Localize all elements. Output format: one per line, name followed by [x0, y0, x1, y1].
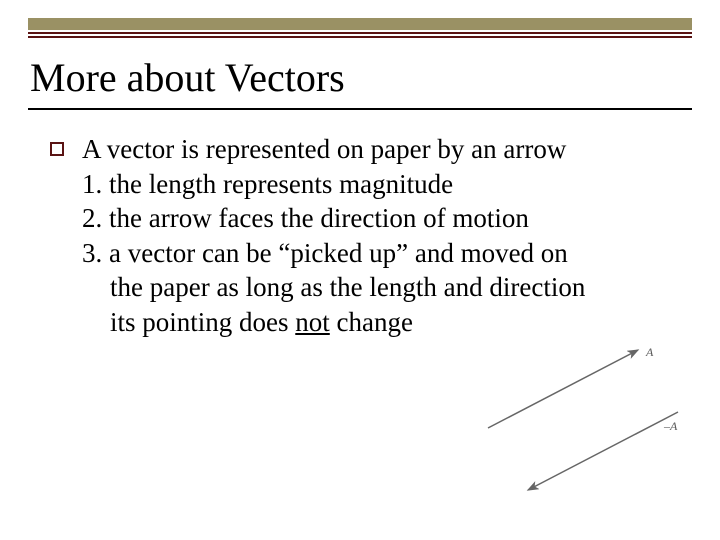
square-bullet-icon [50, 142, 64, 156]
bullet-line-1: 1. the length represents magnitude [82, 167, 585, 202]
accent-bar-thick [28, 18, 692, 30]
vector-label: –A [663, 419, 678, 433]
bullet-line-3: 3. a vector can be “picked up” and moved… [82, 236, 585, 271]
vector-arrows: A –A [488, 345, 678, 490]
underlined-not: not [295, 307, 330, 337]
bullet-item: A vector is represented on paper by an a… [50, 132, 680, 339]
slide-title: More about Vectors [30, 54, 345, 101]
bullet-line-5a: its pointing does [110, 307, 295, 337]
vector-label: A [645, 345, 654, 359]
title-underline [28, 108, 692, 110]
slide-body: A vector is represented on paper by an a… [50, 132, 680, 339]
vector-arrow [528, 412, 678, 490]
bullet-text: A vector is represented on paper by an a… [82, 132, 585, 339]
bullet-line-5: its pointing does not change [82, 305, 585, 340]
bullet-line-5b: change [330, 307, 413, 337]
bullet-lead: A vector is represented on paper by an a… [82, 132, 585, 167]
accent-rule-1 [28, 32, 692, 34]
bullet-line-4: the paper as long as the length and dire… [82, 270, 585, 305]
vector-arrow [488, 350, 638, 428]
vector-diagram: A –A [478, 340, 688, 510]
header-accent-bar [28, 18, 692, 36]
accent-rule-2 [28, 36, 692, 38]
bullet-line-2: 2. the arrow faces the direction of moti… [82, 201, 585, 236]
